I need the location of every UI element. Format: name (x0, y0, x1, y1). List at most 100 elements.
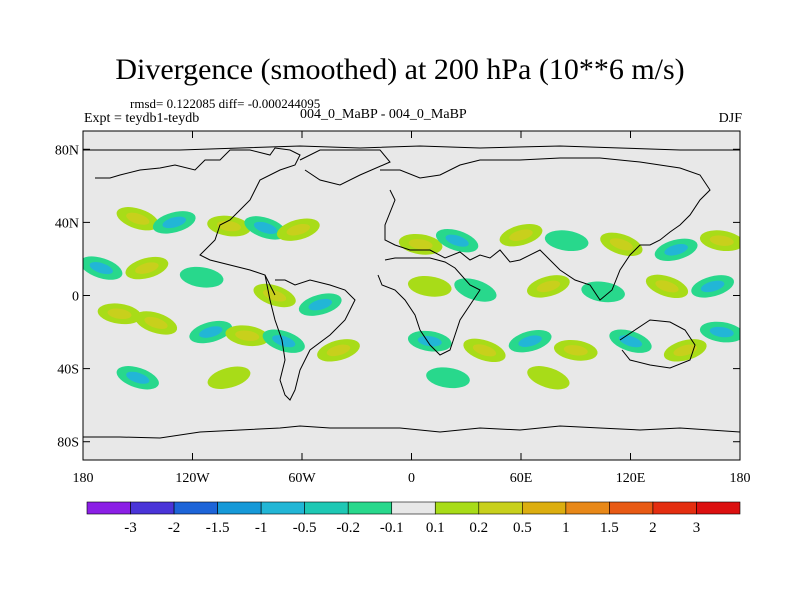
field-anomaly (663, 339, 707, 362)
field-anomaly (435, 228, 479, 253)
anomaly-core (253, 221, 278, 234)
field-anomaly (600, 232, 643, 257)
anomaly-core (509, 229, 533, 241)
anomaly-core (664, 244, 688, 256)
anomaly-core (518, 335, 542, 347)
colorbar-label: 3 (693, 520, 701, 536)
colorbar-box (696, 501, 741, 515)
field-anomaly (116, 207, 159, 231)
coastline-eurasia (380, 157, 711, 301)
colorbar-box (522, 501, 567, 515)
field-anomaly (317, 339, 360, 362)
anomaly-core (272, 335, 296, 348)
field-anomaly (645, 274, 689, 299)
field-anomaly (526, 275, 570, 298)
experiment-label: Expt = teydb1-teydb (84, 111, 200, 126)
field-anomaly (654, 238, 698, 262)
colorbar-box (347, 501, 393, 515)
case-label: 004_0_MaBP - 004_0_MaBP (300, 107, 467, 122)
field-anomaly (609, 329, 652, 353)
y-tick-label: 0 (72, 290, 79, 305)
field-anomaly (407, 275, 452, 297)
chart-title: Divergence (smoothed) at 200 hPa (10**6 … (115, 53, 685, 86)
field-anomaly (225, 325, 270, 347)
y-tick-label: 40N (55, 216, 79, 231)
x-tick-label: 120W (175, 471, 210, 486)
map-background (83, 131, 740, 460)
field-anomaly (581, 281, 625, 303)
anomaly-core (417, 335, 442, 347)
field-anomaly (83, 256, 123, 280)
field-anomaly (189, 320, 233, 344)
field-layer (83, 207, 740, 390)
field-anomaly (276, 218, 320, 241)
anomaly-outer (581, 281, 625, 303)
anomaly-core (408, 239, 433, 250)
anomaly-outer (527, 366, 570, 390)
anomaly-core (709, 326, 734, 338)
field-anomaly (134, 311, 178, 335)
x-tick-label: 60E (510, 471, 533, 486)
anomaly-core (655, 280, 679, 293)
anomaly-outer (454, 278, 497, 302)
coastline-antarctica (83, 425, 740, 439)
colorbar-label: -1.5 (206, 520, 230, 536)
field-anomaly (152, 211, 196, 234)
field-anomaly (499, 223, 543, 247)
y-tick-label: 40S (57, 363, 79, 378)
colorbar-label: 0.5 (513, 520, 532, 536)
anomaly-core (673, 344, 698, 357)
anomaly-outer (426, 367, 470, 389)
anomaly-core (126, 212, 150, 225)
colorbar-label: -1 (255, 520, 268, 536)
colorbar-box (260, 501, 305, 515)
colorbar: -3 -2 -1.5 -1 -0.5 -0.2 -0.1 0.1 0.2 0.5 1 1.5 2 3 (86, 501, 741, 536)
anomaly-core (89, 262, 113, 275)
colorbar-box (652, 501, 697, 515)
field-anomaly (527, 366, 570, 390)
axis-tick-labels: 180 120W 60W 0 60E 120E 180 80N 40N 0 40S 80S (55, 143, 751, 486)
field-anomaly (454, 278, 497, 302)
anomaly-core (609, 238, 633, 251)
anomaly-core (198, 326, 223, 338)
coastline-africa (377, 257, 481, 356)
anomaly-core (162, 216, 187, 229)
x-tick-label: 180 (73, 471, 94, 486)
coastline-north-america (95, 147, 301, 296)
colorbar-label: -2 (168, 520, 181, 536)
coastline-greenland (299, 149, 391, 186)
field-anomaly (407, 330, 452, 352)
field-anomaly (207, 366, 251, 389)
anomaly-core (618, 335, 643, 348)
x-tick-label: 0 (408, 471, 415, 486)
colorbar-label: 1.5 (600, 520, 619, 536)
field-anomaly (463, 338, 506, 363)
axis-ticks (82, 131, 741, 460)
anomaly-core (709, 235, 734, 246)
colorbar-box (304, 501, 349, 515)
anomaly-core (326, 344, 351, 357)
colorbar-box (434, 501, 480, 515)
anomaly-outer (207, 366, 251, 389)
anomaly-core (107, 308, 132, 320)
anomaly-core (472, 344, 497, 357)
anomaly-core (235, 330, 260, 341)
field-anomaly (508, 329, 552, 353)
field-anomaly (298, 293, 342, 316)
anomaly-core (445, 234, 469, 247)
anomaly-core (286, 223, 311, 236)
field-anomaly (244, 216, 287, 240)
field-anomaly (699, 321, 740, 343)
coastline-arctic-north (83, 145, 740, 151)
colorbar-label: -0.2 (336, 520, 360, 536)
colorbar-box (173, 501, 218, 515)
coastlines (83, 145, 740, 439)
colorbar-box (478, 501, 523, 515)
y-tick-label: 80N (55, 143, 79, 158)
x-tick-label: 180 (730, 471, 751, 486)
colorbar-box (609, 501, 654, 515)
anomaly-core (536, 280, 561, 293)
colorbar-label: -3 (124, 520, 137, 536)
field-anomaly (553, 339, 598, 361)
